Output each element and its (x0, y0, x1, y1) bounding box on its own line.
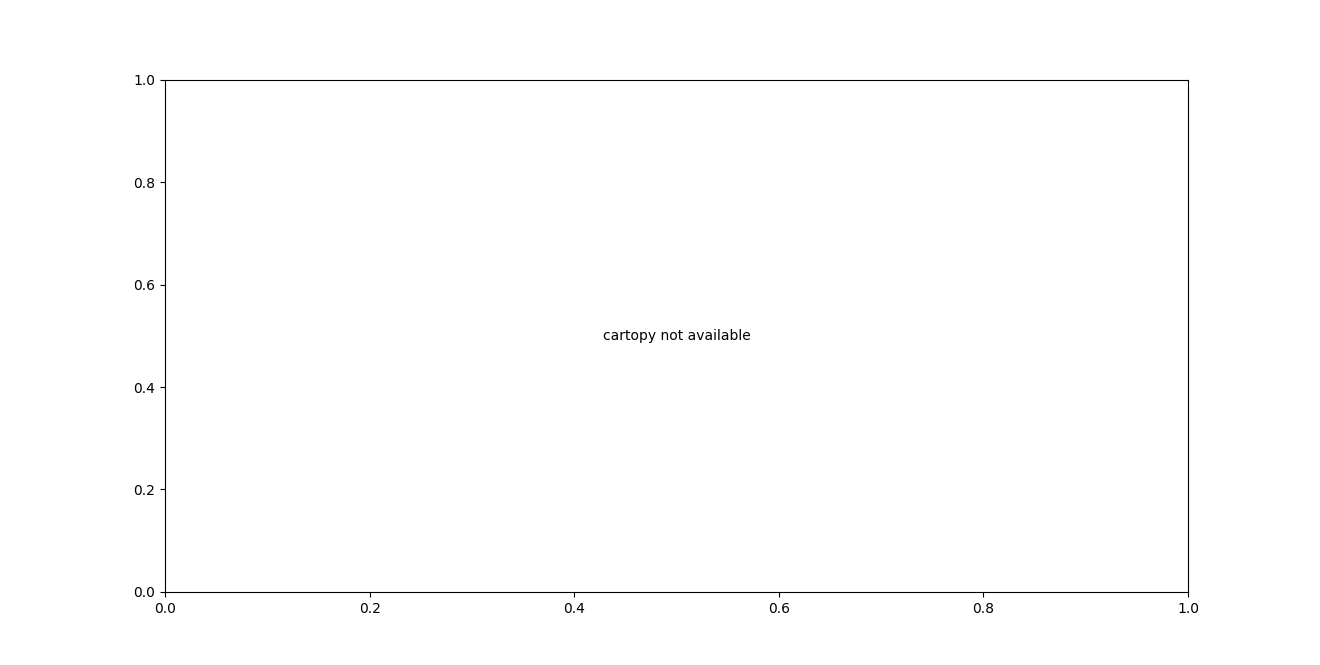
Text: cartopy not available: cartopy not available (603, 329, 750, 343)
